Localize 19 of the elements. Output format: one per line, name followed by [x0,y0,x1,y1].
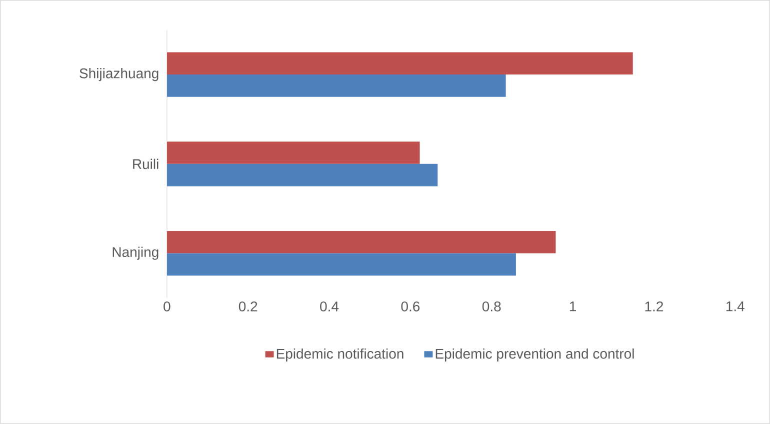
bar [166,231,556,254]
x-tick-label: 0.6 [401,302,420,312]
x-tick-label: 0.2 [238,302,258,312]
x-tick-label: 0 [164,302,170,312]
x-tick-label: 0.4 [320,302,339,312]
x-tick-label: 1.2 [645,302,663,312]
bar [166,164,438,186]
legend-label: Epidemic prevention and control [436,348,634,362]
x-tick-label: 1 [570,302,576,312]
x-tick-label: 1.4 [726,302,744,312]
bar [166,142,420,164]
bar [166,253,516,276]
bar [166,52,633,75]
y-tick-label: Nanjing [112,246,158,260]
y-tick-label: Ruili [133,158,158,170]
y-tick-label: Shijiazhuang [80,68,158,82]
bar [166,74,506,97]
x-tick-label: 0.8 [482,302,501,312]
legend-label: Epidemic notification [276,348,404,362]
